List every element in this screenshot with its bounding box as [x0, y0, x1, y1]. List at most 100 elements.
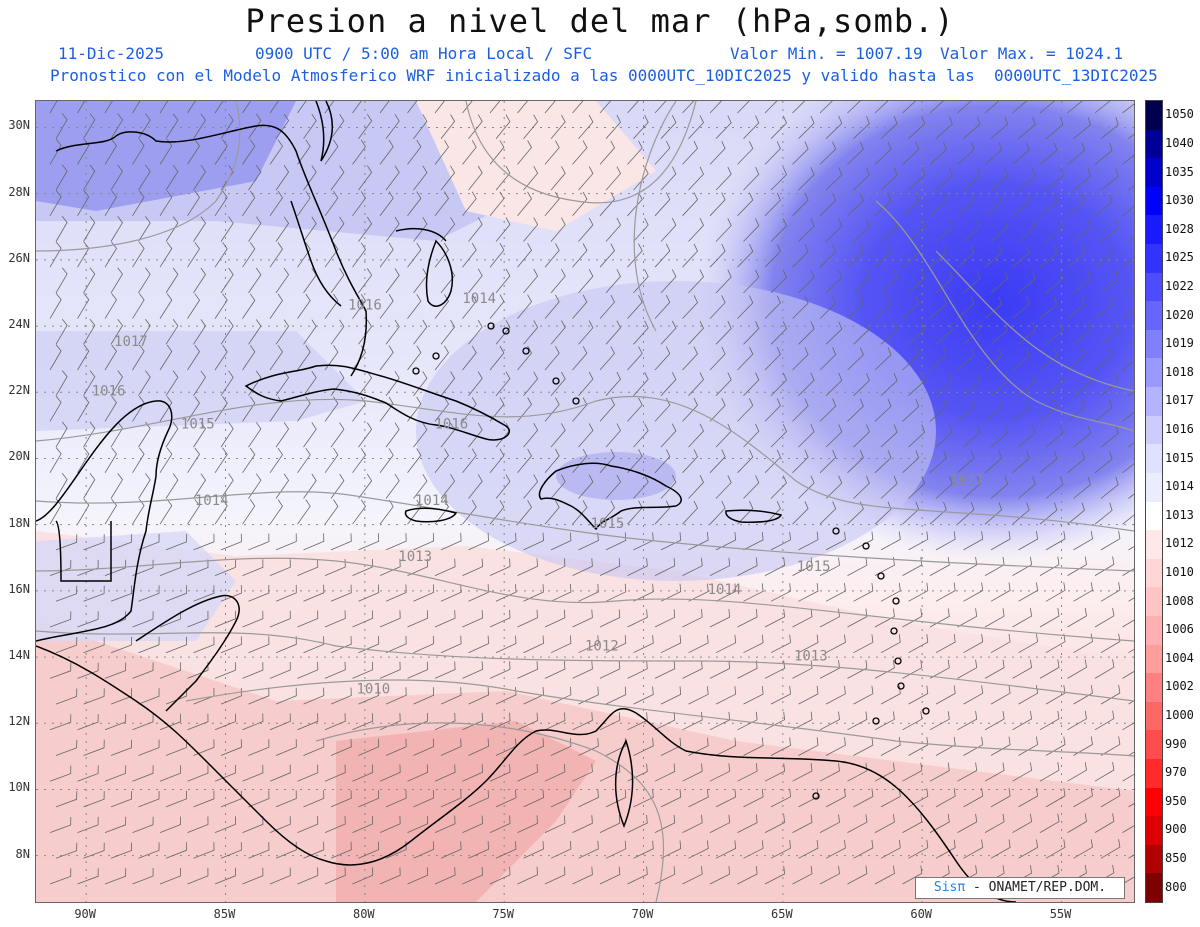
- wind-barb: [352, 661, 374, 679]
- wind-barb: [957, 193, 975, 217]
- wind-barb: [138, 164, 151, 191]
- colorbar-label: 1016: [1165, 421, 1194, 436]
- wind-barb: [1100, 219, 1119, 242]
- wind-barb: [193, 164, 206, 191]
- wind-barb: [825, 840, 846, 859]
- wind-barb: [709, 660, 731, 679]
- wind-barb: [413, 473, 428, 499]
- colorbar-cell: [1146, 730, 1162, 760]
- wind-barb: [715, 115, 732, 139]
- wind-barb: [880, 270, 898, 294]
- wind-barb: [358, 687, 380, 705]
- wind-barb: [792, 814, 813, 833]
- caribbean-islands: [412, 322, 930, 800]
- wind-barb: [489, 294, 505, 319]
- wind-barb: [819, 865, 840, 885]
- wind-barb: [407, 345, 422, 371]
- wind-barb: [352, 867, 374, 885]
- wind-barb: [654, 346, 671, 371]
- wind-barb: [297, 816, 319, 833]
- wind-barb: [544, 243, 560, 268]
- wind-barb: [138, 636, 160, 654]
- wind-barb: [1045, 116, 1064, 140]
- wind-barb: [935, 219, 953, 242]
- wind-barb: [352, 191, 366, 217]
- wind-barb: [990, 736, 1011, 756]
- wind-barb: [902, 296, 920, 319]
- lat-label: 8N: [15, 846, 30, 861]
- wind-barb: [572, 712, 593, 731]
- wind-barb: [1045, 476, 1064, 499]
- wind-barb: [660, 840, 682, 859]
- wind-barb: [324, 139, 339, 165]
- wind-barb: [737, 814, 758, 833]
- wind-barb: [544, 397, 560, 422]
- wind-barb: [880, 475, 898, 499]
- wind-barb: [627, 557, 648, 576]
- wind-barb: [193, 370, 206, 396]
- wind-barb: [214, 499, 228, 525]
- wind-barb: [468, 371, 483, 396]
- wind-barb: [489, 764, 511, 782]
- wind-barb: [385, 371, 400, 396]
- wind-barb: [1018, 685, 1039, 705]
- wind-barb: [633, 115, 649, 139]
- wind-barb: [770, 372, 787, 396]
- wind-barb: [358, 473, 373, 499]
- wind-barb: [853, 167, 870, 191]
- wind-barb: [544, 609, 566, 628]
- wind-barb: [599, 660, 621, 679]
- wind-barb: [957, 762, 978, 782]
- wind-barb: [957, 296, 975, 319]
- wind-barb: [1045, 787, 1066, 808]
- wind-barb: [407, 101, 418, 114]
- wind-barb: [847, 865, 868, 885]
- wind-barb: [737, 243, 754, 268]
- wind-barb: [242, 867, 264, 885]
- wind-barb: [1012, 556, 1033, 576]
- wind-barb: [242, 101, 252, 114]
- wind-barb: [792, 865, 813, 885]
- wind-barb: [1039, 556, 1060, 576]
- wind-barb: [193, 739, 215, 756]
- wind-barb: [104, 447, 117, 474]
- wind-barb: [1122, 825, 1134, 833]
- wind-barb: [682, 243, 698, 268]
- wind-barb: [743, 531, 764, 551]
- wind-barb: [688, 475, 704, 499]
- wind-barb: [770, 737, 791, 756]
- wind-barb: [214, 867, 236, 885]
- colorbar-label: 1014: [1165, 479, 1194, 494]
- wind-barb: [798, 583, 819, 602]
- wind-barb: [138, 370, 151, 396]
- wind-barb: [440, 114, 456, 139]
- wind-barb: [77, 138, 90, 165]
- wind-barb: [352, 242, 366, 268]
- wind-barb: [165, 113, 179, 139]
- wind-barb: [352, 293, 366, 319]
- wind-barb: [737, 711, 758, 731]
- wind-barb: [104, 765, 127, 782]
- wind-barb: [275, 739, 297, 756]
- wind-barb: [193, 421, 206, 448]
- wind-barb: [269, 499, 283, 525]
- wind-barb: [83, 688, 105, 705]
- wind-barb: [77, 190, 90, 217]
- wind-barb: [413, 584, 435, 602]
- wind-barb: [709, 866, 731, 885]
- wind-barb: [853, 218, 870, 242]
- wind-barb: [709, 101, 722, 114]
- wind-barb: [770, 685, 791, 705]
- wind-barb: [413, 841, 435, 859]
- wind-barb: [935, 582, 956, 602]
- colorbar-label: 1020: [1165, 307, 1194, 322]
- wind-barb: [743, 475, 760, 499]
- wind-barb: [55, 318, 68, 345]
- wind-barb: [517, 294, 532, 319]
- wind-barb: [434, 101, 445, 114]
- wind-barb: [489, 661, 511, 679]
- wind-barb: [440, 841, 462, 859]
- wind-barb: [83, 318, 96, 345]
- wind-barb: [330, 533, 352, 551]
- wind-barb: [110, 216, 123, 242]
